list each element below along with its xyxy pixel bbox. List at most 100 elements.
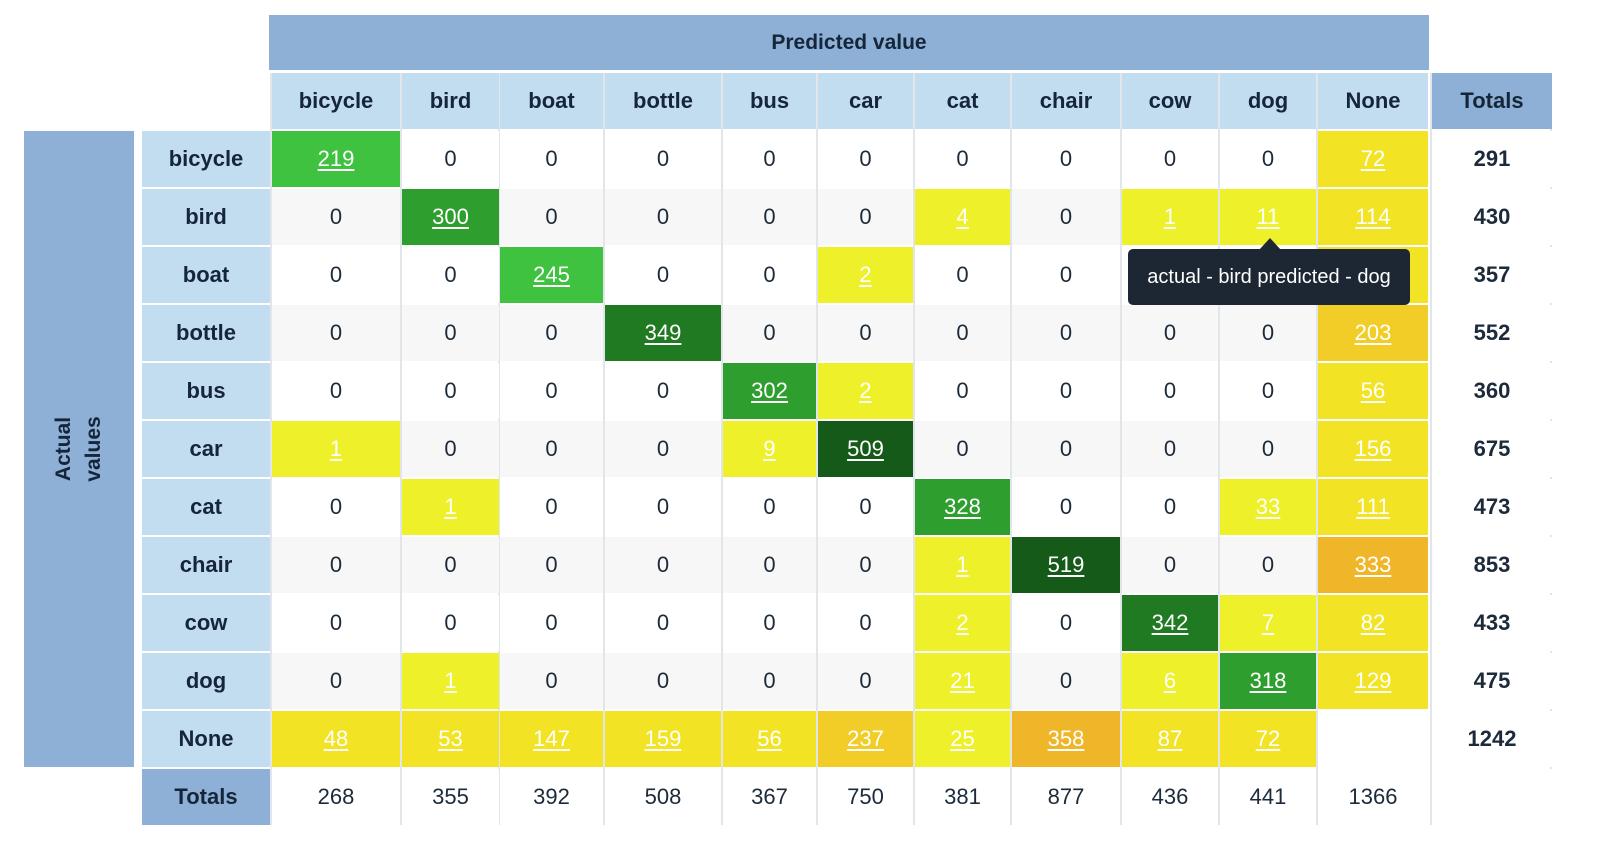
matrix-cell[interactable]: 318 (1220, 653, 1316, 709)
matrix-cell[interactable]: 53 (402, 711, 499, 767)
matrix-cell: 0 (915, 421, 1010, 477)
cell-value-link[interactable]: 111 (1356, 494, 1390, 519)
matrix-cell[interactable]: 129 (1318, 653, 1428, 709)
matrix-cell[interactable]: 6 (1122, 653, 1218, 709)
cell-value-link[interactable]: 9 (763, 436, 776, 461)
cell-value-link[interactable]: 300 (432, 204, 469, 229)
matrix-cell[interactable]: 72 (1318, 131, 1428, 187)
matrix-cell[interactable]: 342 (1122, 595, 1218, 651)
matrix-cell[interactable]: 56 (723, 711, 816, 767)
matrix-cell[interactable]: 2 (915, 595, 1010, 651)
cell-value-link[interactable]: 342 (1151, 610, 1189, 635)
cell-value-link[interactable]: 302 (751, 378, 788, 403)
matrix-cell[interactable]: 245 (500, 247, 603, 303)
cell-value-link[interactable]: 11 (1256, 204, 1280, 229)
cell-value-link[interactable]: 1 (1163, 204, 1177, 229)
matrix-cell[interactable]: 328 (915, 479, 1010, 535)
cell-value-link[interactable]: 1 (329, 436, 343, 461)
matrix-cell[interactable]: 56 (1318, 363, 1428, 419)
cell-value-link[interactable]: 203 (1354, 320, 1392, 345)
cell-value-link[interactable]: 1 (956, 552, 969, 577)
cell-value-link[interactable]: 6 (1163, 668, 1177, 693)
matrix-cell[interactable]: 349 (605, 305, 721, 361)
matrix-cell[interactable]: 48 (272, 711, 400, 767)
matrix-cell[interactable]: 1 (402, 653, 499, 709)
cell-value-link[interactable]: 21 (950, 668, 975, 693)
matrix-cell[interactable]: 25 (915, 711, 1010, 767)
matrix-cell[interactable]: 1 (915, 537, 1010, 593)
cell-value-link[interactable]: 328 (944, 494, 981, 519)
matrix-cell[interactable]: 519 (1012, 537, 1120, 593)
cell-value-link[interactable]: 48 (323, 726, 349, 751)
matrix-cell[interactable]: 33 (1220, 479, 1316, 535)
matrix-cell[interactable]: 7 (1220, 595, 1316, 651)
matrix-cell[interactable]: 1 (272, 421, 400, 477)
cell-value-link[interactable]: 509 (847, 436, 884, 461)
matrix-cell[interactable]: 82 (1318, 595, 1428, 651)
matrix-cell[interactable]: 147 (500, 711, 603, 767)
cell-value-link[interactable]: 318 (1249, 668, 1287, 693)
cell-value-link[interactable]: 82 (1360, 610, 1386, 635)
matrix-cell[interactable]: 111 (1318, 479, 1428, 535)
matrix-cell[interactable]: 1 (1122, 189, 1218, 245)
matrix-cell[interactable]: 21 (915, 653, 1010, 709)
matrix-cell: 0 (1012, 363, 1120, 419)
matrix-cell[interactable]: 9 (723, 421, 816, 477)
cell-value-link[interactable]: 4 (956, 204, 969, 229)
matrix-cell[interactable]: 2 (818, 247, 913, 303)
cell-value-link[interactable]: 25 (950, 726, 975, 751)
cell-value-link[interactable]: 87 (1157, 726, 1183, 751)
cell-value-link[interactable]: 159 (644, 726, 682, 751)
matrix-cell[interactable]: 159 (605, 711, 721, 767)
cell-value-link[interactable]: 56 (757, 726, 782, 751)
cell-value-link[interactable]: 7 (1261, 610, 1275, 635)
column-total: 508 (605, 769, 721, 825)
matrix-cell[interactable]: 1 (402, 479, 499, 535)
matrix-cell: 0 (1012, 247, 1120, 303)
matrix-cell[interactable]: 72 (1220, 711, 1316, 767)
cell-value-link[interactable]: 72 (1360, 146, 1386, 171)
cell-value-link[interactable]: 72 (1255, 726, 1281, 751)
cell-value-link[interactable]: 245 (533, 262, 570, 287)
cell-value-link[interactable]: 1 (444, 494, 457, 519)
cell-value-link[interactable]: 114 (1355, 204, 1391, 229)
grid-line (1010, 73, 1012, 825)
matrix-cell[interactable]: 2 (818, 363, 913, 419)
matrix-cell[interactable]: 237 (818, 711, 913, 767)
cell-value-link[interactable]: 519 (1047, 552, 1085, 577)
matrix-cell[interactable]: 11 (1220, 189, 1316, 245)
matrix-cell[interactable]: 114 (1318, 189, 1428, 245)
matrix-cell[interactable]: 87 (1122, 711, 1218, 767)
matrix-cell[interactable]: 509 (818, 421, 913, 477)
column-label-dog: dog (1220, 73, 1316, 129)
matrix-cell[interactable]: 333 (1318, 537, 1428, 593)
matrix-cell[interactable]: 156 (1318, 421, 1428, 477)
tooltip-text: actual - bird predicted - dog (1147, 265, 1391, 288)
cell-value-link[interactable]: 56 (1360, 378, 1386, 403)
totals-row-header: Totals (142, 769, 270, 825)
matrix-cell (1318, 711, 1428, 767)
cell-value-link[interactable]: 349 (644, 320, 682, 345)
cell-value-link[interactable]: 53 (438, 726, 463, 751)
cell-value-link[interactable]: 358 (1047, 726, 1085, 751)
cell-value-link[interactable]: 147 (533, 726, 570, 751)
cell-value-link[interactable]: 2 (859, 262, 872, 287)
matrix-cell[interactable]: 300 (402, 189, 499, 245)
matrix-cell[interactable]: 302 (723, 363, 816, 419)
matrix-cell[interactable]: 219 (272, 131, 400, 187)
cell-value-link[interactable]: 33 (1255, 494, 1281, 519)
cell-value-link[interactable]: 156 (1354, 436, 1392, 461)
row-total: 357 (1432, 247, 1552, 303)
cell-value-link[interactable]: 237 (847, 726, 884, 751)
cell-value-link[interactable]: 1 (444, 668, 457, 693)
cell-value-link[interactable]: 129 (1354, 668, 1392, 693)
matrix-cell[interactable]: 203 (1318, 305, 1428, 361)
matrix-cell[interactable]: 358 (1012, 711, 1120, 767)
row-total: 430 (1432, 189, 1552, 245)
matrix-cell[interactable]: 4 (915, 189, 1010, 245)
cell-value-link[interactable]: 333 (1354, 552, 1392, 577)
cell-value-link[interactable]: 219 (317, 146, 355, 171)
cell-value-link[interactable]: 2 (859, 378, 872, 403)
matrix-cell: 0 (500, 653, 603, 709)
cell-value-link[interactable]: 2 (956, 610, 969, 635)
